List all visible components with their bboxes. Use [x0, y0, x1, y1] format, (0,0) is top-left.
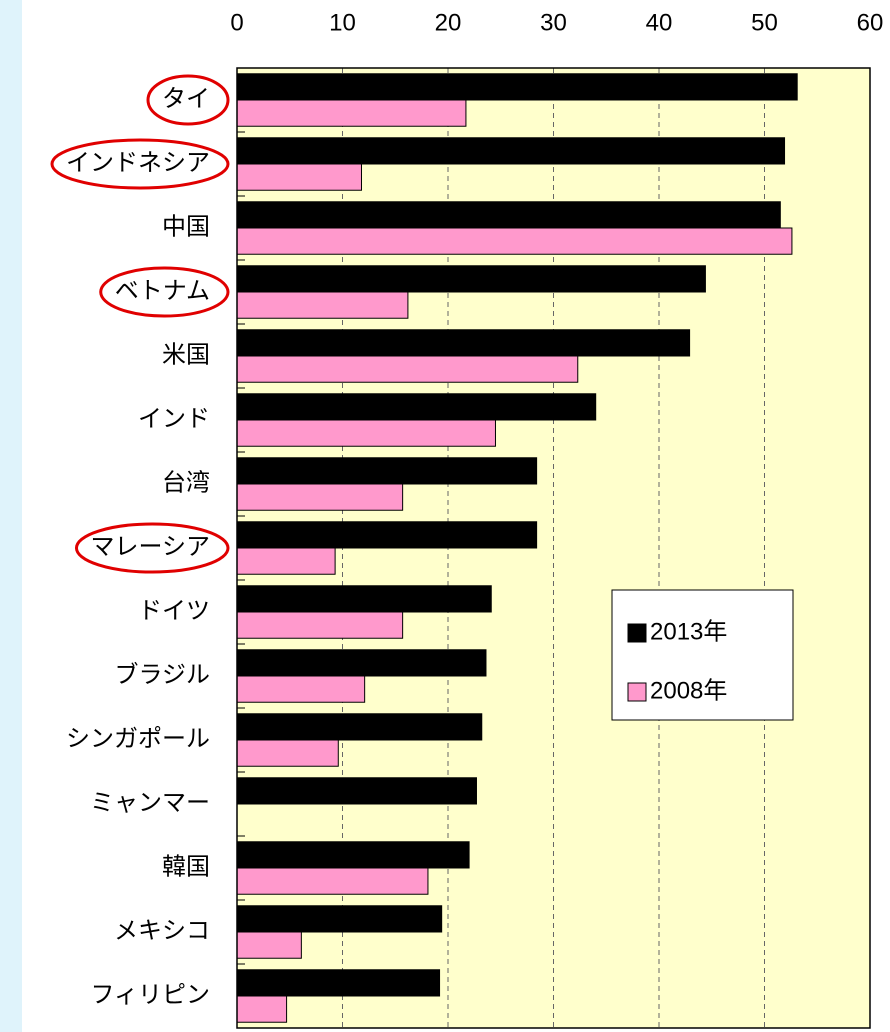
- x-tick-label: 50: [751, 9, 778, 36]
- x-tick-label: 0: [230, 9, 243, 36]
- bar: [236, 521, 538, 549]
- y-tick-label: ブラジル: [114, 661, 210, 688]
- bar: [236, 969, 441, 997]
- bar: [236, 355, 579, 383]
- y-tick-label: マレーシア: [90, 533, 210, 560]
- bar: [236, 547, 336, 575]
- y-tick-label: ベトナム: [115, 277, 210, 304]
- highlight-ellipse: [74, 522, 230, 574]
- y-tick-label: フィリピン: [90, 981, 210, 1008]
- y-tick-label: インド: [138, 405, 210, 432]
- x-tick-label: 20: [435, 9, 462, 36]
- bar: [236, 419, 496, 447]
- bar: [236, 867, 429, 895]
- bar: [236, 393, 597, 421]
- highlight-ellipse: [50, 138, 230, 190]
- bar: [236, 137, 786, 165]
- bar: [236, 201, 781, 229]
- bar: [236, 713, 483, 741]
- x-tick-label: 60: [857, 9, 884, 36]
- y-tick-label: シンガポール: [66, 725, 210, 752]
- bar: [236, 777, 477, 805]
- y-tick-label: ドイツ: [138, 597, 210, 624]
- y-tick-label: インドネシア: [66, 149, 210, 176]
- x-tick-label: 30: [540, 9, 567, 36]
- bar: [236, 649, 487, 677]
- bar: [236, 611, 404, 639]
- y-tick-label: メキシコ: [114, 917, 210, 944]
- bar: [236, 163, 362, 191]
- plot-border: [236, 67, 871, 1029]
- bar: [236, 73, 798, 101]
- y-tick-label: 中国: [162, 213, 210, 240]
- bar: [236, 227, 793, 255]
- legend-label: 2013年: [650, 618, 727, 645]
- x-tick-label: 40: [646, 9, 673, 36]
- side-strip: [0, 0, 22, 1032]
- bar: [236, 739, 339, 767]
- bar: [236, 457, 538, 485]
- highlight-ellipse: [99, 266, 230, 318]
- bar: [236, 995, 288, 1023]
- x-tick-label: 10: [329, 9, 356, 36]
- legend-swatch: [627, 682, 647, 702]
- bar: [236, 265, 706, 293]
- highlight-ellipse: [146, 74, 230, 126]
- bar: [236, 841, 470, 869]
- bar: [236, 483, 404, 511]
- bar: [236, 585, 492, 613]
- y-tick-label: 米国: [162, 341, 210, 368]
- bar: [236, 329, 691, 357]
- y-tick-label: 韓国: [162, 853, 210, 880]
- bar: [236, 675, 366, 703]
- bar: [236, 931, 302, 959]
- bar: [236, 905, 443, 933]
- y-tick-label: ミャンマー: [90, 789, 210, 816]
- legend-label: 2008年: [650, 677, 727, 704]
- legend-swatch: [627, 623, 647, 643]
- bar: [236, 99, 467, 127]
- bar: [236, 291, 409, 319]
- y-tick-label: タイ: [162, 85, 210, 112]
- y-tick-label: 台湾: [162, 469, 210, 496]
